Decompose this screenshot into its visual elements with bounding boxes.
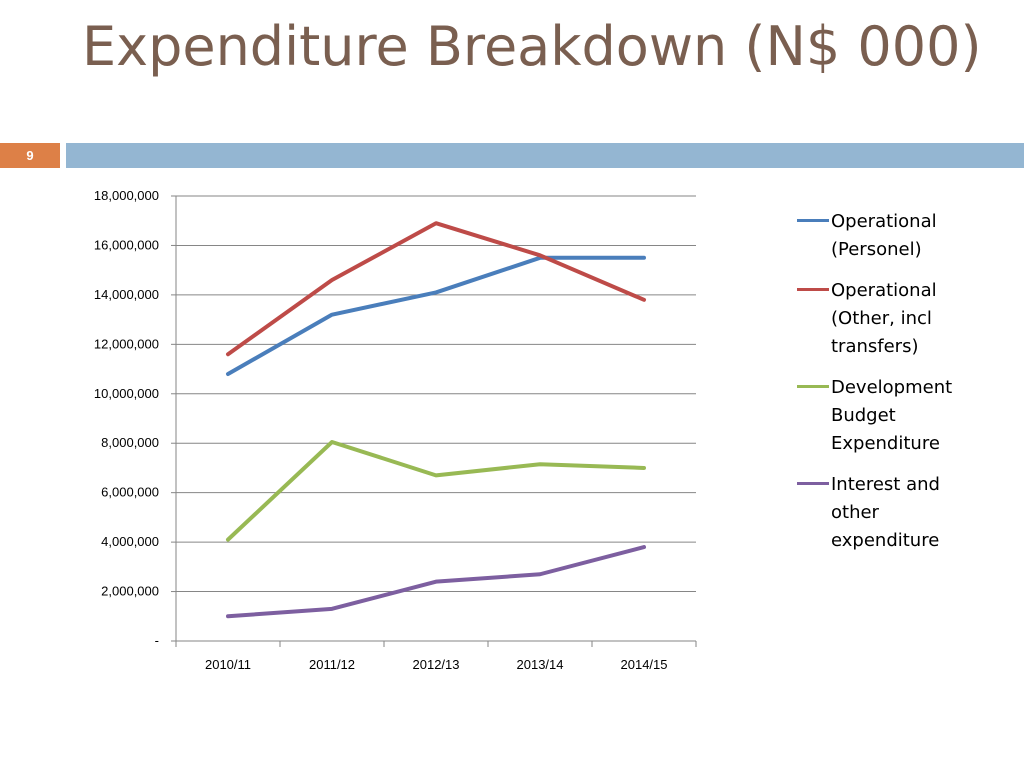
legend-label: Operational (Personel) [831,211,937,260]
legend-swatch [797,288,829,291]
x-tick-label: 2014/15 [621,657,668,672]
y-tick-label: 8,000,000 [101,435,159,450]
y-tick-label: 18,000,000 [94,188,159,203]
y-tick-label: 4,000,000 [101,534,159,549]
legend-label: Interest and other expenditure [831,474,940,551]
x-tick-label: 2013/14 [517,657,564,672]
legend-item: Operational (Personel) [797,208,997,264]
series-line-1 [226,255,646,376]
legend-item: Development Budget Expenditure [797,374,997,458]
y-tick-label: 6,000,000 [101,485,159,500]
legend-label: Operational (Other, incl transfers) [831,280,937,357]
legend-item: Interest and other expenditure [797,471,997,555]
x-tick-label: 2011/12 [309,657,355,672]
y-tick-label: 12,000,000 [94,336,159,351]
y-tick-label: 2,000,000 [101,584,159,599]
series-line-3 [226,439,646,542]
slide-title: Expenditure Breakdown (N$ 000) [82,15,982,78]
legend-label: Development Budget Expenditure [831,377,953,454]
legend-swatch [797,219,829,222]
legend-item: Operational (Other, incl transfers) [797,277,997,361]
slide-number: 9 [0,143,60,168]
legend-swatch [797,385,829,388]
y-tick-label: - [155,633,159,648]
x-tick-label: 2010/11 [205,657,251,672]
series-line-4 [226,545,646,619]
y-tick-label: 10,000,000 [94,386,159,401]
line-chart: - 2,000,000 4,000,000 6,000,000 8,000,000 10,… [94,188,697,672]
y-tick-label: 14,000,000 [94,287,159,302]
x-tick-label: 2012/13 [413,657,460,672]
series-line-2 [226,221,646,357]
legend-swatch [797,482,829,485]
y-tick-label: 16,000,000 [94,237,159,252]
title-accent-bar [66,143,1024,168]
chart-legend: Operational (Personel) Operational (Other… [797,208,997,568]
